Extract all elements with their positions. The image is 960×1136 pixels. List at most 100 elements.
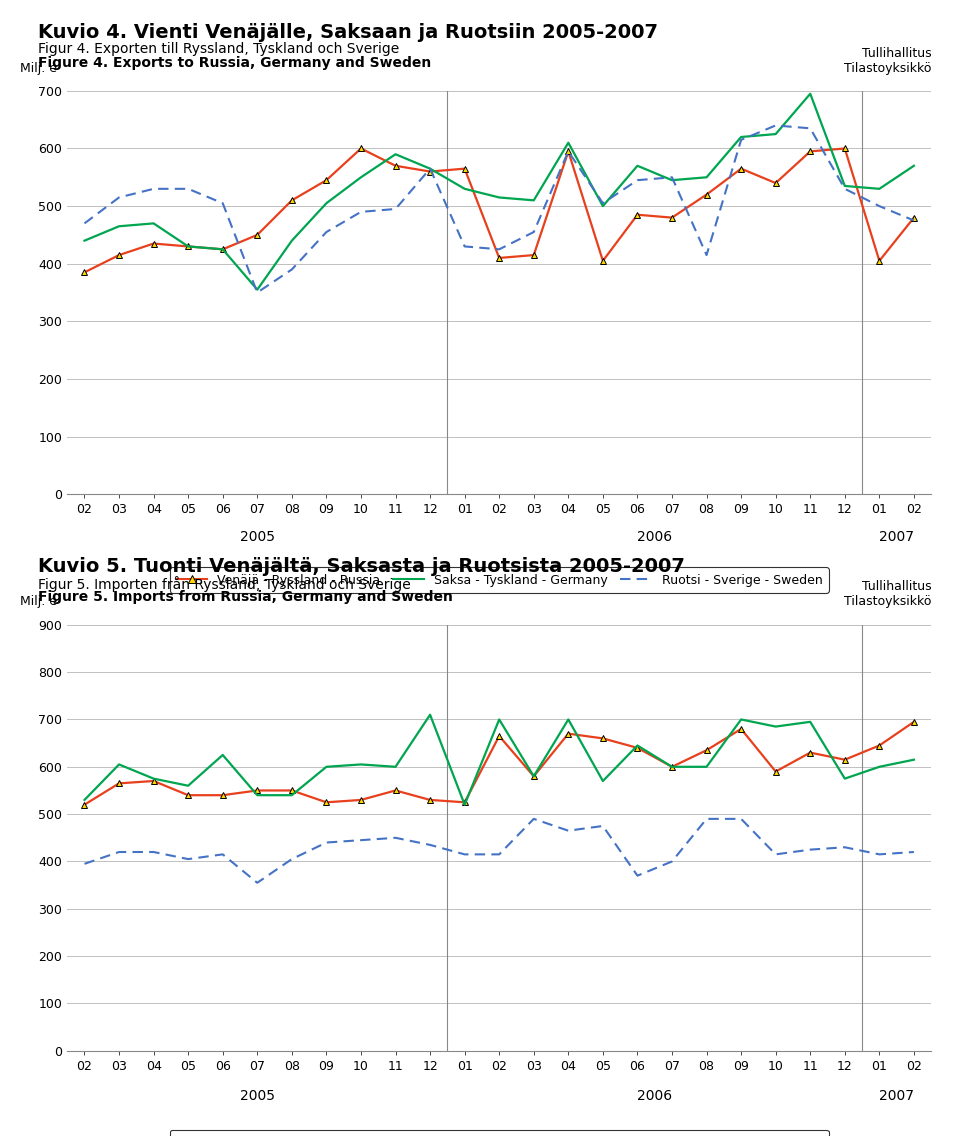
Text: Kuvio 5. Tuonti Venäjältä, Saksasta ja Ruotsista 2005-2007: Kuvio 5. Tuonti Venäjältä, Saksasta ja R… <box>38 557 685 576</box>
Ruotsi - Sverige - Sweden <box>666 854 678 868</box>
Venäjä - Ryssland - Russia <box>666 760 678 774</box>
Ruotsi - Sverige - Sweden <box>735 812 747 826</box>
Ruotsi - Sverige - Sweden <box>874 847 885 861</box>
Venäjä - Ryssland - Russia <box>528 769 540 783</box>
Ruotsi - Sverige - Sweden <box>390 832 401 845</box>
Saksa - Tyskland - Germany <box>459 797 470 811</box>
Ruotsi - Sverige - Sweden <box>355 834 367 847</box>
Saksa - Tyskland - Germany <box>113 219 125 233</box>
Ruotsi - Sverige - Sweden <box>79 857 90 870</box>
Saksa - Tyskland - Germany <box>874 760 885 774</box>
Ruotsi - Sverige - Sweden <box>597 819 609 833</box>
Ruotsi - Sverige - Sweden <box>839 841 851 854</box>
Saksa - Tyskland - Germany <box>182 240 194 253</box>
Venäjä - Ryssland - Russia <box>908 715 920 728</box>
Text: Milj. e: Milj. e <box>20 61 57 75</box>
Line: Ruotsi - Sverige - Sweden: Ruotsi - Sverige - Sweden <box>84 125 914 293</box>
Venäjä - Ryssland - Russia <box>148 775 159 788</box>
Saksa - Tyskland - Germany <box>528 769 540 783</box>
Saksa - Tyskland - Germany <box>355 758 367 771</box>
Ruotsi - Sverige - Sweden <box>735 133 747 147</box>
Saksa - Tyskland - Germany <box>701 170 712 184</box>
Venäjä - Ryssland - Russia <box>666 211 678 225</box>
Saksa - Tyskland - Germany <box>804 715 816 728</box>
Venäjä - Ryssland - Russia <box>563 727 574 741</box>
Saksa - Tyskland - Germany <box>908 753 920 767</box>
Saksa - Tyskland - Germany <box>770 127 781 141</box>
Venäjä - Ryssland - Russia <box>701 743 712 757</box>
Ruotsi - Sverige - Sweden <box>874 199 885 212</box>
Venäjä - Ryssland - Russia <box>632 208 643 222</box>
Saksa - Tyskland - Germany <box>113 758 125 771</box>
Ruotsi - Sverige - Sweden <box>182 852 194 866</box>
Venäjä - Ryssland - Russia <box>217 788 228 802</box>
Text: Milj. e: Milj. e <box>20 595 57 608</box>
Saksa - Tyskland - Germany <box>839 179 851 193</box>
Ruotsi - Sverige - Sweden <box>113 191 125 204</box>
Venäjä - Ryssland - Russia <box>770 176 781 190</box>
Saksa - Tyskland - Germany <box>804 87 816 101</box>
Saksa - Tyskland - Germany <box>874 182 885 195</box>
Line: Venäjä - Ryssland - Russia: Venäjä - Ryssland - Russia <box>81 718 918 808</box>
Ruotsi - Sverige - Sweden <box>355 204 367 218</box>
Ruotsi - Sverige - Sweden <box>217 847 228 861</box>
Saksa - Tyskland - Germany <box>424 161 436 175</box>
Ruotsi - Sverige - Sweden <box>632 174 643 187</box>
Ruotsi - Sverige - Sweden <box>113 845 125 859</box>
Venäjä - Ryssland - Russia <box>424 793 436 807</box>
Venäjä - Ryssland - Russia <box>79 797 90 811</box>
Saksa - Tyskland - Germany <box>217 242 228 256</box>
Venäjä - Ryssland - Russia <box>735 722 747 736</box>
Saksa - Tyskland - Germany <box>321 760 332 774</box>
Text: Figure 4. Exports to Russia, Germany and Sweden: Figure 4. Exports to Russia, Germany and… <box>38 56 432 69</box>
Ruotsi - Sverige - Sweden <box>597 197 609 210</box>
Ruotsi - Sverige - Sweden <box>493 242 505 256</box>
Venäjä - Ryssland - Russia <box>563 144 574 158</box>
Ruotsi - Sverige - Sweden <box>804 122 816 135</box>
Saksa - Tyskland - Germany <box>666 760 678 774</box>
Saksa - Tyskland - Germany <box>666 174 678 187</box>
Ruotsi - Sverige - Sweden <box>770 847 781 861</box>
Ruotsi - Sverige - Sweden <box>459 847 470 861</box>
Text: Figur 4. Exporten till Ryssland, Tyskland och Sverige: Figur 4. Exporten till Ryssland, Tysklan… <box>38 42 399 56</box>
Venäjä - Ryssland - Russia <box>770 765 781 778</box>
Saksa - Tyskland - Germany <box>597 199 609 212</box>
Saksa - Tyskland - Germany <box>563 712 574 726</box>
Saksa - Tyskland - Germany <box>182 779 194 793</box>
Saksa - Tyskland - Germany <box>390 760 401 774</box>
Ruotsi - Sverige - Sweden <box>666 170 678 184</box>
Saksa - Tyskland - Germany <box>701 760 712 774</box>
Saksa - Tyskland - Germany <box>286 234 298 248</box>
Ruotsi - Sverige - Sweden <box>804 843 816 857</box>
Venäjä - Ryssland - Russia <box>424 165 436 178</box>
Legend: Venäjä - Ryssland - Russia, Saksa - Tyskland - Germany, Ruotsi - Sverige - Swede: Venäjä - Ryssland - Russia, Saksa - Tysk… <box>170 1130 828 1136</box>
Saksa - Tyskland - Germany <box>459 182 470 195</box>
Saksa - Tyskland - Germany <box>252 788 263 802</box>
Ruotsi - Sverige - Sweden <box>493 847 505 861</box>
Saksa - Tyskland - Germany <box>632 159 643 173</box>
Ruotsi - Sverige - Sweden <box>390 202 401 216</box>
Text: 2007: 2007 <box>879 1089 914 1103</box>
Ruotsi - Sverige - Sweden <box>217 197 228 210</box>
Venäjä - Ryssland - Russia <box>286 193 298 207</box>
Venäjä - Ryssland - Russia <box>182 788 194 802</box>
Saksa - Tyskland - Germany <box>493 191 505 204</box>
Venäjä - Ryssland - Russia <box>804 144 816 158</box>
Saksa - Tyskland - Germany <box>424 708 436 721</box>
Line: Saksa - Tyskland - Germany: Saksa - Tyskland - Germany <box>84 715 914 804</box>
Ruotsi - Sverige - Sweden <box>632 869 643 883</box>
Venäjä - Ryssland - Russia <box>355 793 367 807</box>
Venäjä - Ryssland - Russia <box>459 795 470 809</box>
Ruotsi - Sverige - Sweden <box>286 852 298 866</box>
Saksa - Tyskland - Germany <box>252 283 263 296</box>
Saksa - Tyskland - Germany <box>355 170 367 184</box>
Venäjä - Ryssland - Russia <box>321 174 332 187</box>
Venäjä - Ryssland - Russia <box>321 795 332 809</box>
Saksa - Tyskland - Germany <box>217 749 228 762</box>
Text: Tullihallitus
Tilastoyksikkö: Tullihallitus Tilastoyksikkö <box>844 579 931 608</box>
Saksa - Tyskland - Germany <box>286 788 298 802</box>
Saksa - Tyskland - Germany <box>528 193 540 207</box>
Venäjä - Ryssland - Russia <box>874 254 885 268</box>
Line: Venäjä - Ryssland - Russia: Venäjä - Ryssland - Russia <box>81 145 918 276</box>
Venäjä - Ryssland - Russia <box>252 228 263 242</box>
